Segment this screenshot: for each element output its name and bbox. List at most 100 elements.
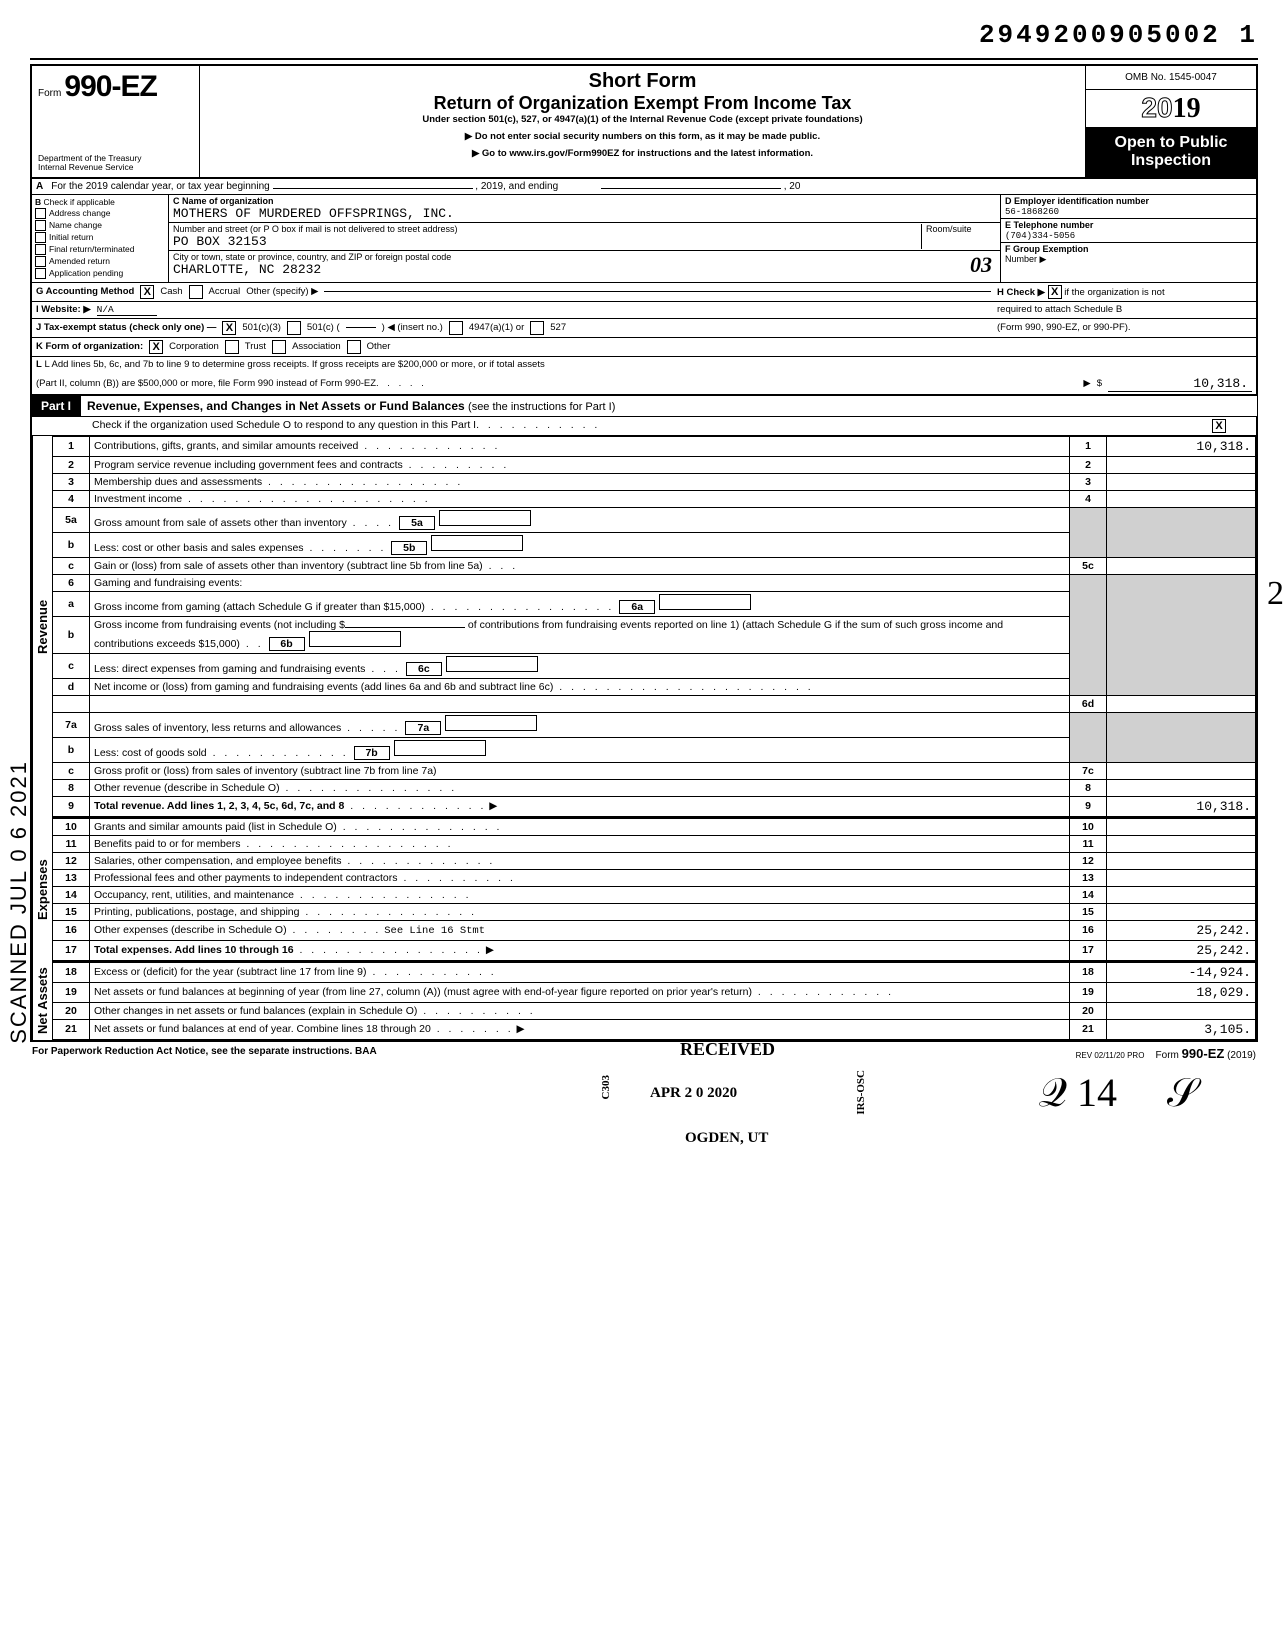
lbl-amended: Amended return: [49, 256, 110, 266]
lbl-accrual: Accrual: [209, 286, 241, 297]
lbl-final-return: Final return/terminated: [49, 244, 135, 254]
chk-assoc[interactable]: [272, 340, 286, 354]
line-19-desc: Net assets or fund balances at beginning…: [94, 986, 752, 998]
line-4-desc: Investment income: [94, 493, 182, 505]
chk-501c3[interactable]: X: [222, 321, 236, 335]
line-8-desc: Other revenue (describe in Schedule O): [94, 782, 280, 794]
phone: (704)334-5056: [1005, 231, 1075, 241]
part1-check-text: Check if the organization used Schedule …: [92, 419, 476, 433]
line-3: 3Membership dues and assessments . . . .…: [53, 473, 1256, 490]
line-17: 17Total expenses. Add lines 10 through 1…: [53, 940, 1256, 961]
line-9: 9Total revenue. Add lines 1, 2, 3, 4, 5c…: [53, 796, 1256, 817]
line-6d-desc: Net income or (loss) from gaming and fun…: [94, 681, 553, 693]
chk-application-pending[interactable]: [35, 268, 46, 279]
chk-address-change[interactable]: [35, 208, 46, 219]
received-date-stamp: APR 2 0 2020: [650, 1085, 737, 1102]
row-a-end: , 20: [784, 181, 801, 192]
line-6a-desc: Gross income from gaming (attach Schedul…: [94, 601, 425, 613]
label-k: K Form of organization:: [36, 341, 143, 352]
chk-527[interactable]: [530, 321, 544, 335]
col-c: C Name of organization MOTHERS OF MURDER…: [169, 195, 1001, 282]
label-a: A: [32, 179, 47, 194]
ein: 56-1868260: [1005, 207, 1059, 217]
line-18-desc: Excess or (deficit) for the year (subtra…: [94, 966, 367, 978]
row-a: A For the 2019 calendar year, or tax yea…: [30, 179, 1258, 195]
line-7a: 7aGross sales of inventory, less returns…: [53, 712, 1256, 737]
footer-form-word: Form: [1156, 1050, 1179, 1061]
row-a-text: For the 2019 calendar year, or tax year …: [51, 181, 269, 192]
block-bcdef: B Check if applicable Address change Nam…: [30, 195, 1258, 283]
line-7c-desc: Gross profit or (loss) from sales of inv…: [94, 765, 437, 777]
lbl-other-method: Other (specify) ▶: [246, 286, 318, 297]
chk-4947[interactable]: [449, 321, 463, 335]
part1-check-row: Check if the organization used Schedule …: [30, 417, 1258, 436]
chk-trust[interactable]: [225, 340, 239, 354]
open-line2: Inspection: [1088, 152, 1254, 170]
line-7b-desc: Less: cost of goods sold: [94, 747, 207, 759]
row-l-dollar: $: [1097, 378, 1102, 389]
label-e: E Telephone number: [1005, 220, 1093, 230]
line-21-desc: Net assets or fund balances at end of ye…: [94, 1023, 431, 1035]
line-11: 11Benefits paid to or for members . . . …: [53, 835, 1256, 852]
chk-final-return[interactable]: [35, 244, 46, 255]
chk-schedule-o[interactable]: X: [1212, 419, 1226, 433]
website: N/A: [97, 304, 157, 316]
line-3-val: [1107, 473, 1256, 490]
line-7a-desc: Gross sales of inventory, less returns a…: [94, 722, 341, 734]
chk-cash[interactable]: X: [140, 285, 154, 299]
check-if-applicable: Check if applicable: [44, 197, 115, 207]
page-footer: For Paperwork Reduction Act Notice, see …: [30, 1042, 1258, 1065]
label-b: B: [35, 197, 41, 207]
form-prefix: Form: [38, 88, 61, 99]
chk-amended[interactable]: [35, 256, 46, 267]
line-16: 16Other expenses (describe in Schedule O…: [53, 920, 1256, 940]
chk-accrual[interactable]: [189, 285, 203, 299]
part1-paren: (see the instructions for Part I): [468, 401, 615, 413]
chk-other-org[interactable]: [347, 340, 361, 354]
line-5a: 5aGross amount from sale of assets other…: [53, 507, 1256, 532]
c303-stamp: C303: [600, 1075, 612, 1099]
line-20-val: [1107, 1002, 1256, 1019]
expenses-block: Expenses 10Grants and similar amounts pa…: [30, 818, 1258, 962]
chk-name-change[interactable]: [35, 220, 46, 231]
line-6-desc: Gaming and fundraising events:: [90, 574, 1070, 591]
form-header: Form 990-EZ Department of the Treasury I…: [30, 64, 1258, 179]
row-l-amount: 10,318.: [1108, 376, 1252, 392]
revenue-block: Revenue 1Contributions, gifts, grants, a…: [30, 436, 1258, 818]
label-i: I Website: ▶: [36, 304, 91, 315]
chk-corp[interactable]: X: [149, 340, 163, 354]
line-2-val: [1107, 456, 1256, 473]
line-20-desc: Other changes in net assets or fund bala…: [94, 1005, 417, 1017]
line-13: 13Professional fees and other payments t…: [53, 869, 1256, 886]
line-9-desc: Total revenue. Add lines 1, 2, 3, 4, 5c,…: [94, 800, 344, 812]
line-2-desc: Program service revenue including govern…: [94, 459, 403, 471]
chk-501c[interactable]: [287, 321, 301, 335]
row-l-text1: L Add lines 5b, 6c, and 7b to line 9 to …: [44, 359, 544, 370]
chk-h[interactable]: X: [1048, 285, 1062, 299]
goto-url: ▶ Go to www.irs.gov/Form990EZ for instru…: [206, 148, 1079, 159]
row-a-mid: , 2019, and ending: [475, 181, 558, 192]
part1-tag: Part I: [31, 396, 81, 416]
lbl-501c: 501(c) (: [307, 322, 340, 333]
footer-baa: BAA: [355, 1046, 377, 1057]
label-j: J Tax-exempt status (check only one) —: [36, 322, 216, 333]
lbl-501c3: 501(c)(3): [242, 322, 281, 333]
col-def: D Employer identification number 56-1868…: [1001, 195, 1256, 282]
handwritten-03: 03: [970, 252, 992, 278]
line-1: 1Contributions, gifts, grants, and simil…: [53, 436, 1256, 456]
line-6d: 6d: [53, 695, 1256, 712]
line-6c-desc: Less: direct expenses from gaming and fu…: [94, 663, 365, 675]
row-i: I Website: ▶ N/A required to attach Sche…: [30, 302, 1258, 319]
chk-initial-return[interactable]: [35, 232, 46, 243]
row-k: K Form of organization: XCorporation Tru…: [30, 338, 1258, 357]
label-g: G Accounting Method: [36, 286, 134, 297]
line-21: 21Net assets or fund balances at end of …: [53, 1019, 1256, 1039]
lbl-other-org: Other: [367, 341, 391, 352]
scanned-stamp: SCANNED JUL 0 6 2021: [6, 760, 32, 1044]
side-net-assets: Net Assets: [32, 962, 52, 1040]
row-l: L L Add lines 5b, 6c, and 7b to line 9 t…: [30, 357, 1258, 396]
org-name: MOTHERS OF MURDERED OFFSPRINGS, INC.: [173, 206, 454, 221]
org-city: CHARLOTTE, NC 28232: [173, 262, 321, 277]
line-6b-desc: Gross income from fundraising events (no…: [94, 619, 345, 631]
lbl-4947: 4947(a)(1) or: [469, 322, 524, 333]
